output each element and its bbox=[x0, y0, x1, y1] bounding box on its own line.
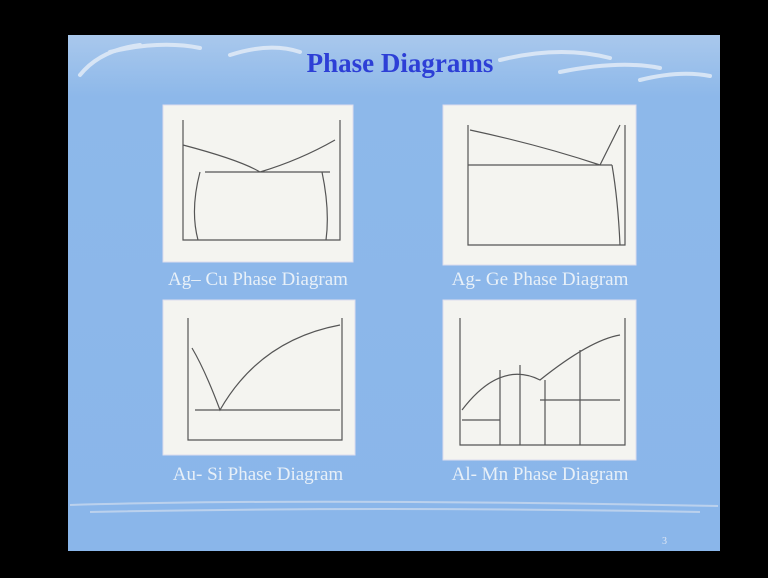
caption: Al- Mn Phase Diagram bbox=[452, 464, 629, 485]
caption: Ag- Ge Phase Diagram bbox=[452, 269, 629, 290]
diagram-ag-ge bbox=[443, 105, 636, 265]
caption: Au- Si Phase Diagram bbox=[173, 464, 344, 485]
title: Phase Diagrams bbox=[307, 48, 494, 78]
diagram-au-si bbox=[163, 300, 355, 455]
diagram-image bbox=[163, 300, 355, 455]
slide-frame: Phase Diagrams Ag– Cu Phase Diagram Ag- … bbox=[0, 0, 768, 578]
diagram-ag-cu bbox=[163, 105, 353, 262]
page-number: 3 bbox=[662, 536, 667, 547]
caption: Ag– Cu Phase Diagram bbox=[168, 269, 348, 290]
diagram-al-mn bbox=[443, 300, 636, 460]
diagram-image bbox=[443, 105, 636, 265]
page: Phase Diagrams Ag– Cu Phase Diagram Ag- … bbox=[0, 0, 768, 578]
